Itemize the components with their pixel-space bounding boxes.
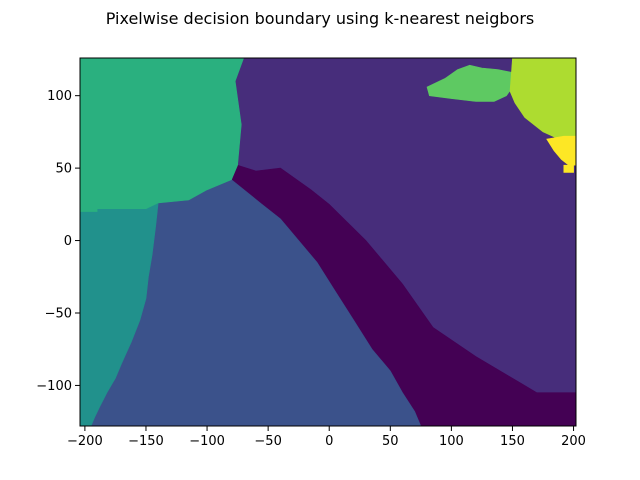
class-4-region xyxy=(80,58,245,212)
x-tick-label: −50 xyxy=(254,434,281,449)
x-tick-label: 50 xyxy=(382,434,399,449)
class-6-region xyxy=(509,58,576,140)
y-tick-label: −100 xyxy=(36,379,72,394)
y-tick-label: 100 xyxy=(47,89,72,104)
x-tick-label: −100 xyxy=(189,434,225,449)
x-tick-label: 150 xyxy=(500,434,525,449)
x-tick-label: −200 xyxy=(67,434,103,449)
y-tick-label: 50 xyxy=(55,162,72,177)
y-axis: −100 −50 0 50 100 xyxy=(36,89,80,394)
class-7-region xyxy=(563,164,574,173)
y-tick-label: 0 xyxy=(64,234,72,249)
y-tick-label: −50 xyxy=(45,306,72,321)
x-tick-label: 0 xyxy=(325,434,333,449)
plot-frame xyxy=(79,57,577,427)
x-tick-label: 200 xyxy=(561,434,586,449)
plot-area xyxy=(79,57,577,427)
x-axis: −200 −150 −100 −50 0 50 100 150 200 xyxy=(67,426,586,449)
x-tick-label: −150 xyxy=(128,434,164,449)
x-tick-label: 100 xyxy=(439,434,464,449)
chart-title: Pixelwise decision boundary using k-near… xyxy=(106,9,535,28)
